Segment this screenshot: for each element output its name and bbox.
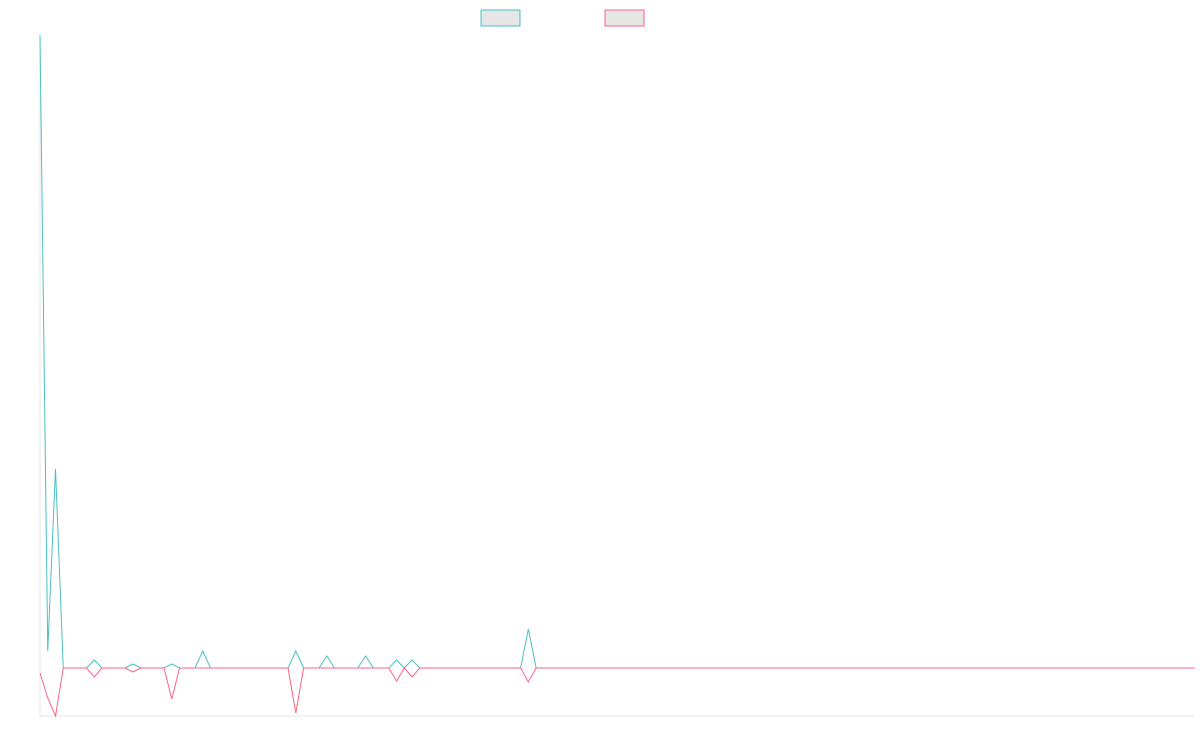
legend — [480, 9, 645, 27]
legend-swatch[interactable] — [480, 9, 521, 27]
series-line — [39, 34, 1195, 669]
legend-swatch[interactable] — [604, 9, 645, 27]
series-line — [39, 667, 1195, 718]
